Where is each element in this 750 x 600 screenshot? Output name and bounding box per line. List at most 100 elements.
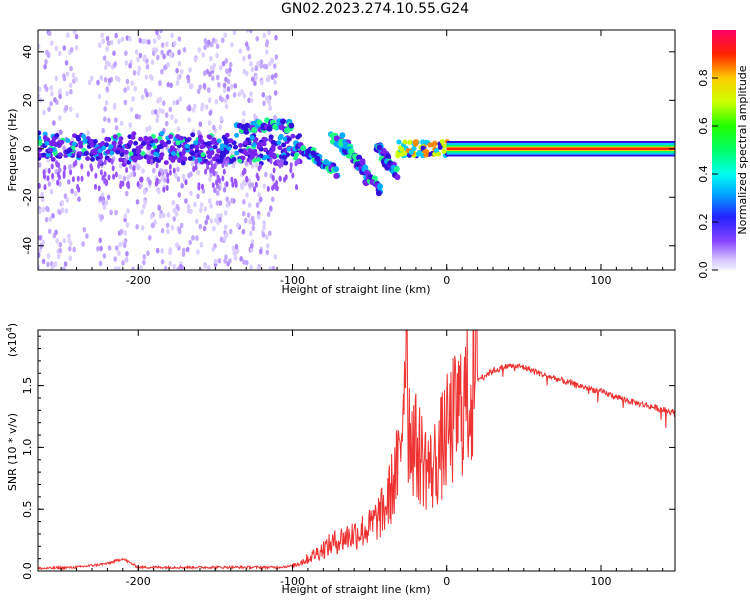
scatter-mark bbox=[249, 97, 254, 104]
y-tick-label: 20 bbox=[21, 93, 34, 107]
scatter-mark bbox=[172, 100, 176, 106]
carrier-mark bbox=[117, 140, 123, 146]
scatter-mark bbox=[168, 260, 173, 267]
carrier-mark bbox=[115, 149, 121, 155]
scatter-mark bbox=[54, 45, 59, 52]
scatter-mark bbox=[184, 198, 188, 204]
carrier-mark bbox=[252, 158, 258, 163]
scatter-mark bbox=[271, 196, 275, 203]
carrier-mark bbox=[90, 156, 95, 162]
x-tick-label: 0 bbox=[443, 575, 450, 588]
converge-mark bbox=[413, 141, 419, 147]
carrier-mark bbox=[133, 140, 139, 146]
carrier-mark bbox=[104, 136, 110, 142]
scatter-mark bbox=[230, 41, 234, 48]
scatter-mark bbox=[115, 245, 119, 251]
scatter-mark bbox=[114, 32, 118, 39]
scatter-mark bbox=[193, 56, 198, 63]
scatter-mark bbox=[162, 53, 166, 60]
scatter-mark bbox=[38, 162, 42, 168]
scatter-mark bbox=[72, 30, 77, 35]
scatter-mark bbox=[208, 71, 212, 77]
streak-mark bbox=[43, 184, 47, 191]
scatter-mark bbox=[225, 68, 229, 74]
colorbar-gradient bbox=[712, 30, 736, 270]
scatter-mark bbox=[142, 259, 146, 266]
streak-mark bbox=[184, 179, 188, 186]
scatter-mark bbox=[262, 63, 267, 70]
carrier-mark bbox=[38, 152, 42, 158]
carrier-mark bbox=[50, 157, 56, 162]
scatter-mark bbox=[196, 88, 201, 95]
carrier-mark bbox=[75, 134, 81, 140]
streak-mark bbox=[55, 160, 59, 167]
carrier-mark bbox=[214, 153, 220, 159]
scatter-mark bbox=[190, 160, 195, 167]
scatter-mark bbox=[126, 208, 130, 214]
scatter-mark bbox=[270, 74, 275, 80]
streak-mark bbox=[221, 162, 225, 169]
scatter-mark bbox=[259, 248, 263, 255]
scatter-mark bbox=[134, 113, 139, 120]
streak-mark bbox=[42, 169, 46, 176]
scatter-mark bbox=[202, 70, 207, 76]
carrier-mark bbox=[175, 140, 181, 146]
scatter-mark bbox=[98, 42, 102, 48]
scatter-mark bbox=[186, 74, 190, 81]
colorbar-tick-label: 0.2 bbox=[697, 213, 710, 231]
scatter-mark bbox=[107, 77, 112, 84]
scatter-mark bbox=[176, 166, 180, 173]
scatter-mark bbox=[175, 242, 179, 248]
track-mark bbox=[251, 127, 258, 133]
scatter-mark bbox=[148, 235, 152, 241]
streak-mark bbox=[50, 163, 54, 170]
scatter-mark bbox=[143, 199, 147, 206]
streak-mark bbox=[76, 175, 80, 182]
scatter-mark bbox=[101, 199, 106, 206]
scatter-mark bbox=[266, 76, 271, 83]
carrier-mark bbox=[92, 139, 98, 144]
scatter-mark bbox=[268, 60, 272, 67]
scatter-mark bbox=[57, 50, 62, 57]
streak-mark bbox=[234, 182, 238, 188]
scatter-mark bbox=[129, 172, 134, 178]
converge-mark bbox=[411, 146, 417, 151]
scatter-mark bbox=[86, 130, 90, 136]
scatter-mark bbox=[262, 100, 266, 107]
scatter-mark bbox=[186, 203, 191, 210]
streak-mark bbox=[266, 185, 270, 192]
scatter-mark bbox=[169, 82, 173, 89]
carrier-mark bbox=[138, 136, 144, 142]
streak-mark bbox=[63, 165, 67, 171]
scatter-mark bbox=[233, 83, 238, 89]
scatter-mark bbox=[150, 59, 155, 65]
scatter-mark bbox=[124, 50, 128, 56]
scatter-mark bbox=[181, 251, 186, 257]
streak-mark bbox=[168, 169, 172, 176]
scatter-mark bbox=[57, 253, 61, 260]
carrier-mark bbox=[41, 152, 47, 158]
scatter-mark bbox=[54, 229, 58, 236]
scatter-mark bbox=[264, 41, 269, 48]
scatter-mark bbox=[70, 136, 74, 143]
scatter-mark bbox=[54, 75, 59, 82]
track-mark bbox=[305, 148, 312, 155]
scatter-mark bbox=[114, 266, 118, 270]
scatter-mark bbox=[247, 202, 252, 208]
scatter-mark bbox=[249, 61, 253, 67]
scatter-mark bbox=[175, 67, 179, 74]
streak-mark bbox=[99, 169, 103, 176]
scatter-mark bbox=[125, 251, 129, 257]
scatter-mark bbox=[160, 42, 165, 48]
carrier-mark bbox=[197, 138, 203, 144]
carrier-mark bbox=[59, 139, 65, 145]
carrier-mark bbox=[153, 151, 159, 157]
track-mark bbox=[339, 132, 346, 139]
carrier-mark bbox=[38, 135, 42, 141]
scatter-mark bbox=[104, 199, 109, 206]
scatter-mark bbox=[67, 179, 71, 185]
scatter-mark bbox=[207, 198, 212, 204]
scatter-mark bbox=[209, 203, 213, 209]
scatter-mark bbox=[274, 54, 279, 60]
scatter-mark bbox=[109, 39, 114, 46]
